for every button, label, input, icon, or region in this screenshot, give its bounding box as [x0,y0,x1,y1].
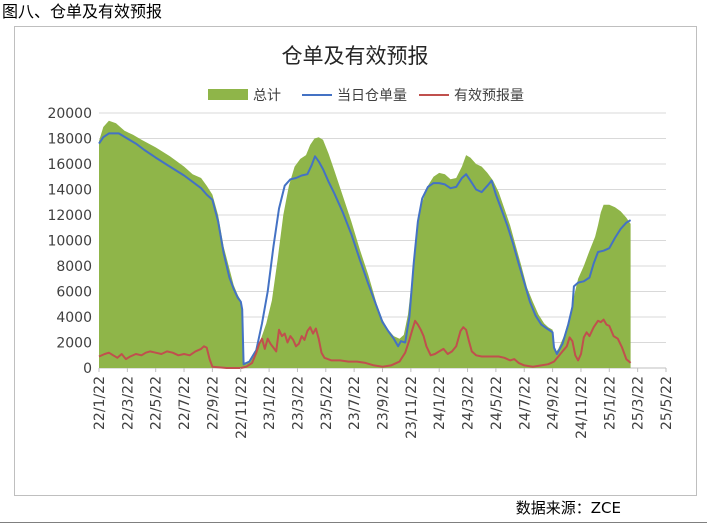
chart-title: 仓单及有效预报 [282,44,429,68]
x-tick-label: 23/11/22 [404,376,420,439]
y-tick-label: 2000 [56,336,92,352]
x-tick-label: 24/9/22 [546,376,562,430]
y-tick-label: 0 [83,361,92,377]
plot-area [98,120,632,369]
figure-caption: 图八、仓单及有效预报 [2,2,163,21]
series-line-warehouse [98,132,632,366]
series-line-forecast [98,318,632,369]
y-tick-label: 8000 [56,259,92,275]
legend-swatch [208,89,248,100]
x-tick-label: 24/11/22 [574,376,590,439]
chart: 仓单及有效预报 总计 当日仓单量 有效预报量 0 2000 4000 6000 8000 10… [47,44,675,439]
y-axis-ticks: 0 2000 4000 6000 8000 10000 12000 14000 16000 180… [47,106,92,377]
y-tick-label: 6000 [56,285,92,301]
legend-item: 总计 [208,88,281,104]
legend-label: 有效预报量 [454,88,524,104]
x-tick-label: 25/3/22 [631,376,647,430]
x-tick-label: 25/5/22 [659,376,675,430]
y-tick-label: 4000 [56,310,92,326]
legend-item: 当日仓单量 [302,88,407,104]
x-tick-label: 23/5/22 [319,376,335,430]
y-tick-label: 14000 [47,183,92,199]
x-tick-label: 22/11/22 [234,376,250,439]
x-tick-label: 23/7/22 [347,376,363,430]
legend-item: 有效预报量 [419,88,524,104]
x-tick-label: 23/9/22 [376,376,392,430]
x-tick-label: 23/3/22 [290,376,306,430]
legend-label: 当日仓单量 [337,88,407,104]
x-tick-label: 22/7/22 [177,376,193,430]
x-tick-label: 22/5/22 [149,376,165,430]
bottom-rule [0,522,707,523]
legend-label: 总计 [253,88,281,104]
x-tick-label: 24/5/22 [489,376,505,430]
x-tick-label: 24/1/22 [432,376,448,430]
x-tick-label: 24/3/22 [461,376,477,430]
x-tick-label: 25/1/22 [602,376,618,430]
x-tick-label: 22/9/22 [205,376,221,430]
y-tick-label: 10000 [47,234,92,250]
x-tick-label: 22/3/22 [120,376,136,430]
legend: 总计 当日仓单量 有效预报量 [208,88,524,104]
source-note: 数据来源：ZCE [515,499,621,517]
x-tick-label: 22/1/22 [92,376,108,430]
series-area-total [99,120,631,368]
chart-frame: 仓单及有效预报 总计 当日仓单量 有效预报量 0 2000 4000 6000 8000 10… [14,26,697,496]
y-tick-label: 18000 [47,132,92,148]
y-tick-label: 12000 [47,208,92,224]
x-axis-ticks: 22/1/22 22/3/22 22/5/22 22/7/22 22/9/22 22/11… [92,368,675,439]
x-tick-label: 24/7/22 [517,376,533,430]
x-tick-label: 23/1/22 [262,376,278,430]
y-tick-label: 16000 [47,157,92,173]
y-tick-label: 20000 [47,106,92,122]
